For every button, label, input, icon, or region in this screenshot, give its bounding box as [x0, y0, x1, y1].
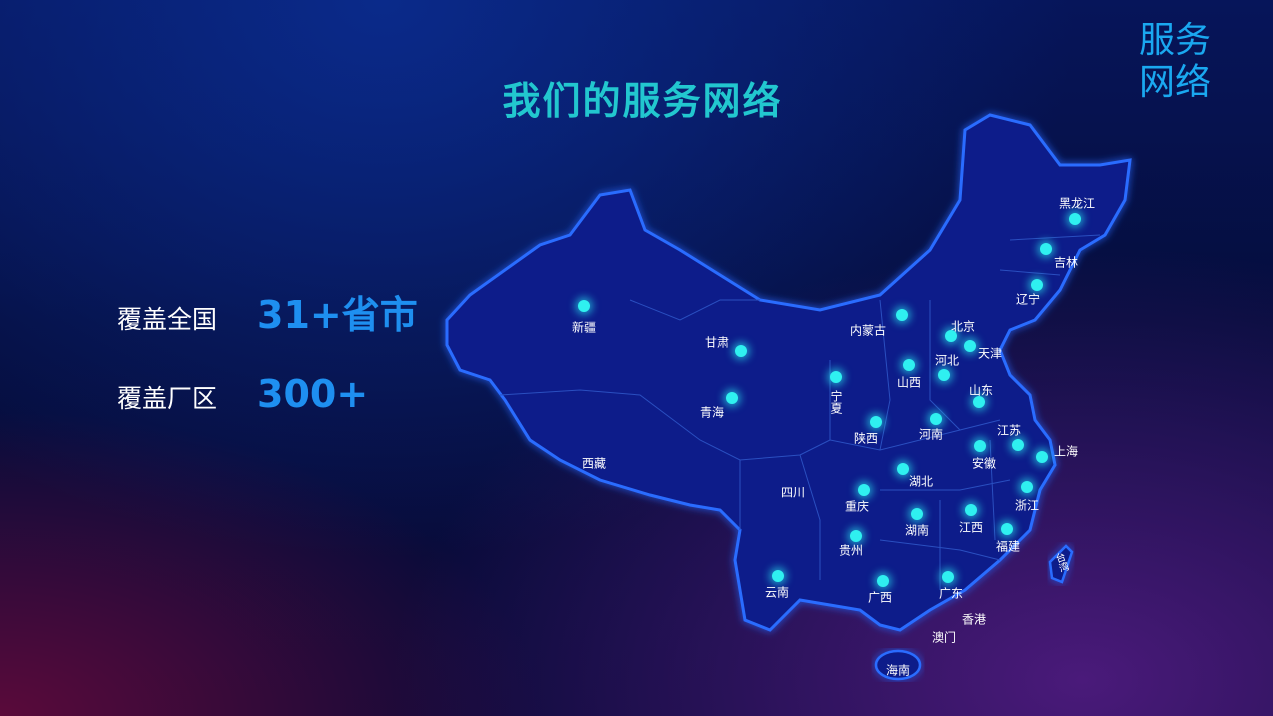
- corner-title: 服务网络: [1138, 20, 1211, 103]
- province-borders: [499, 234, 1101, 590]
- region-label: 山东: [968, 383, 994, 398]
- stat-factories: 覆盖厂区 300+: [117, 372, 368, 416]
- region-label: 江西: [958, 520, 984, 535]
- region-label: 西藏: [581, 456, 607, 471]
- stat-provinces: 覆盖全国 31+省市: [117, 284, 418, 339]
- china-mainland-outline: [445, 113, 1132, 632]
- region-label: 吉林: [1053, 255, 1079, 270]
- region-label: 上海: [1053, 444, 1079, 459]
- region-label: 河北: [934, 353, 960, 368]
- taiwan-island: [1048, 544, 1074, 584]
- stat-label: 覆盖厂区: [117, 384, 218, 413]
- location-marker: [735, 345, 747, 357]
- region-label: 内蒙古: [849, 323, 887, 338]
- hainan-island: [874, 649, 922, 681]
- location-marker: [578, 300, 590, 312]
- region-label: 宁夏: [829, 390, 843, 414]
- region-label: 广东: [938, 586, 964, 601]
- region-label: 安徽: [971, 456, 997, 471]
- region-label: 陕西: [853, 431, 879, 446]
- location-marker: [850, 530, 862, 542]
- region-label: 新疆: [571, 320, 597, 335]
- region-label: 湖南: [904, 523, 930, 538]
- region-label: 浙江: [1014, 498, 1040, 513]
- stat-value: 31+省市: [257, 293, 418, 337]
- region-label: 云南: [764, 585, 790, 600]
- location-marker: [726, 392, 738, 404]
- region-label: 重庆: [844, 499, 870, 514]
- location-marker: [974, 440, 986, 452]
- region-label: 甘肃: [704, 335, 730, 350]
- region-label: 香港: [961, 612, 987, 627]
- location-marker: [896, 309, 908, 321]
- location-marker: [973, 396, 985, 408]
- region-label: 贵州: [838, 543, 864, 558]
- location-marker: [772, 570, 784, 582]
- location-marker: [942, 571, 954, 583]
- location-marker: [858, 484, 870, 496]
- region-label: 辽宁: [1015, 292, 1041, 307]
- region-label: 福建: [995, 539, 1021, 554]
- location-marker: [911, 508, 923, 520]
- region-label: 河南: [918, 427, 944, 442]
- region-label: 澳门: [931, 630, 957, 645]
- region-label: 青海: [699, 405, 725, 420]
- location-marker: [903, 359, 915, 371]
- region-label: 四川: [780, 485, 806, 500]
- region-label: 海南: [885, 663, 911, 678]
- region-label: 湖北: [908, 474, 934, 489]
- location-marker: [1036, 451, 1048, 463]
- location-marker: [1069, 213, 1081, 225]
- location-marker: [945, 330, 957, 342]
- location-marker: [964, 340, 976, 352]
- region-label: 山西: [896, 375, 922, 390]
- location-marker: [1012, 439, 1024, 451]
- stat-label: 覆盖全国: [117, 305, 218, 334]
- location-marker: [870, 416, 882, 428]
- page-title-text: 我们的服务网络: [502, 79, 783, 123]
- location-marker: [1040, 243, 1052, 255]
- location-marker: [830, 371, 842, 383]
- region-label: 广西: [867, 590, 893, 605]
- page-title: 我们的服务网络: [0, 70, 1273, 125]
- location-marker: [930, 413, 942, 425]
- stat-value: 300+: [257, 372, 369, 416]
- location-marker: [965, 504, 977, 516]
- location-marker: [1021, 481, 1033, 493]
- location-marker: [877, 575, 889, 587]
- location-marker: [1031, 279, 1043, 291]
- region-label: 北京: [950, 319, 976, 334]
- location-marker: [938, 369, 950, 381]
- region-label: 天津: [977, 346, 1003, 361]
- region-label: 江苏: [996, 423, 1022, 438]
- region-label: 黑龙江: [1058, 196, 1096, 211]
- location-marker: [897, 463, 909, 475]
- location-marker: [1001, 523, 1013, 535]
